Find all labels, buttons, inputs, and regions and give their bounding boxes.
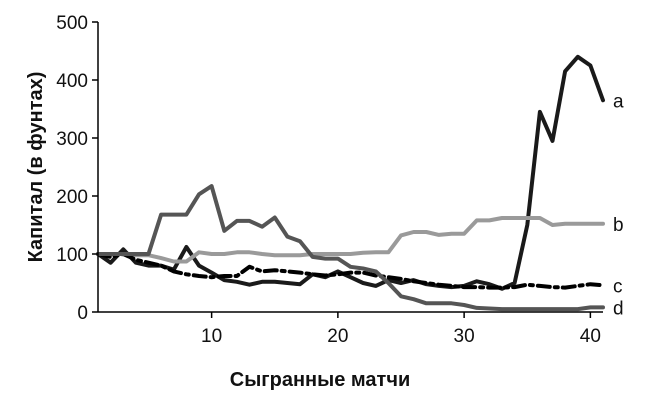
series-layer xyxy=(96,54,605,312)
y-axis-title: Капитал (в фунтах) xyxy=(25,72,47,263)
series-label-b: b xyxy=(613,215,624,236)
y-tick-label: 500 xyxy=(56,13,88,34)
x-tick-label: 20 xyxy=(327,326,348,347)
y-tick-label: 300 xyxy=(56,129,88,150)
series-label-layer: a b cd xyxy=(613,91,624,319)
series-line-b xyxy=(96,216,605,264)
series-line-c xyxy=(96,252,605,290)
tick-layer: 0 100 200 300 400 500 10 20 30 40 xyxy=(56,13,601,347)
series-label-d: d xyxy=(613,298,624,319)
x-tick-label: 10 xyxy=(201,326,222,347)
series-label-a: a xyxy=(613,91,624,112)
y-tick-label: 0 xyxy=(77,303,88,324)
y-tick-label: 200 xyxy=(56,187,88,208)
series-label-c: c xyxy=(613,276,623,297)
y-tick-label: 100 xyxy=(56,245,88,266)
x-tick-label: 30 xyxy=(454,326,475,347)
y-tick-label: 400 xyxy=(56,71,88,92)
series-line-d xyxy=(96,184,605,312)
series-line-a xyxy=(96,54,605,291)
x-tick-label: 40 xyxy=(580,326,601,347)
x-axis-title: Сыгранные матчи xyxy=(230,369,410,391)
